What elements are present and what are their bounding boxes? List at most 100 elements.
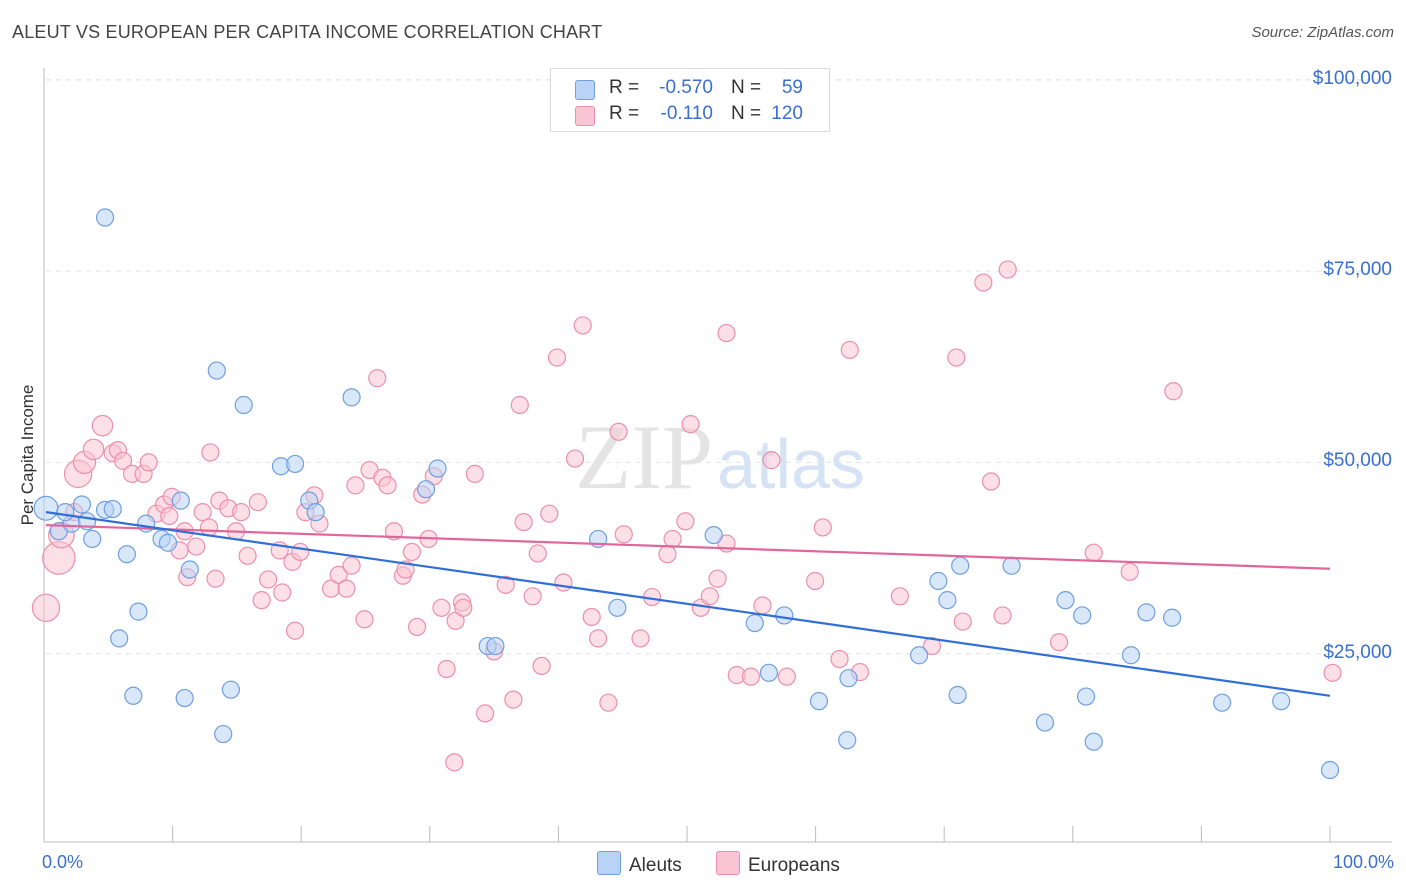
aleuts-point (103, 499, 122, 519)
aleuts-point (221, 680, 240, 699)
europeans-point (890, 587, 909, 606)
n-value: 59 (781, 77, 803, 98)
europeans-point (753, 596, 772, 615)
aleuts-point (704, 525, 723, 545)
aleuts-point (1121, 646, 1141, 665)
aleuts-point (1162, 608, 1182, 627)
aleuts-point (306, 503, 325, 522)
aleuts-point (72, 495, 92, 514)
aleuts-point (207, 361, 226, 380)
aleuts-point (775, 606, 794, 625)
aleuts-point (1076, 687, 1096, 706)
aleuts-point (1137, 603, 1156, 622)
europeans-point (658, 545, 677, 564)
europeans-point (532, 656, 551, 676)
europeans-point (981, 472, 1001, 491)
europeans-point (199, 518, 219, 537)
europeans-point (708, 569, 727, 588)
europeans-point (573, 316, 592, 335)
aleuts-legend-label: Aleuts (629, 855, 682, 876)
europeans-point (454, 598, 473, 617)
europeans-point (346, 476, 365, 495)
europeans-point (91, 414, 114, 437)
europeans-point (609, 422, 628, 441)
europeans-point (510, 395, 529, 415)
europeans-point (993, 606, 1012, 625)
x-tick-label-max: 100.0% (1332, 852, 1394, 872)
aleuts-point (214, 724, 233, 744)
europeans-point (476, 704, 495, 723)
europeans-legend-swatch (716, 851, 740, 875)
europeans-point (402, 542, 422, 562)
europeans-point (554, 573, 573, 592)
aleuts-point (1002, 556, 1021, 575)
europeans-point (806, 571, 825, 591)
europeans-point (599, 693, 618, 712)
aleuts-point (839, 669, 858, 688)
europeans-point (273, 583, 292, 602)
europeans-point (504, 690, 523, 709)
europeans-point (259, 570, 278, 589)
aleuts-point (1035, 713, 1055, 732)
grid-lines (46, 79, 1392, 655)
europeans-point (193, 503, 212, 522)
aleuts-point (608, 598, 627, 617)
europeans-point (238, 546, 257, 565)
europeans-point (285, 621, 305, 640)
legend-row-aleuts: R = -0.570 N = 59 (551, 75, 829, 103)
n-label: N = (731, 77, 762, 98)
europeans-point (974, 273, 993, 292)
europeans-point (631, 629, 650, 648)
europeans-point (741, 667, 761, 686)
europeans-point (248, 493, 267, 512)
legend-item-europeans: Europeans (716, 851, 840, 877)
europeans-point (368, 369, 387, 388)
y-tick-label: $75,000 (1323, 259, 1392, 281)
aleuts-point (124, 686, 143, 705)
europeans-point (355, 610, 374, 629)
europeans-point (681, 415, 700, 434)
correlation-legend: R = -0.570 N = 59 R = -0.110 N = 120 (550, 68, 830, 132)
europeans-point (496, 575, 515, 594)
aleuts-point (428, 459, 447, 478)
europeans-point (329, 565, 348, 584)
y-tick-label: $50,000 (1323, 450, 1392, 472)
europeans-point (1120, 562, 1139, 581)
aleuts-point (117, 545, 136, 564)
aleuts-point (838, 731, 857, 750)
europeans-point (700, 587, 719, 606)
europeans-point (777, 667, 796, 686)
europeans-point (528, 544, 547, 563)
europeans-trendline (45, 524, 1331, 570)
aleuts-point (910, 646, 929, 665)
y-tick-label: $100,000 (1312, 67, 1392, 89)
legend-item-aleuts: Aleuts (597, 851, 682, 877)
legend-row-europeans: R = -0.110 N = 120 (551, 101, 829, 129)
europeans-point (514, 512, 533, 532)
aleuts-point (129, 602, 148, 621)
aleuts-point (180, 560, 199, 579)
aleuts-point (1320, 760, 1340, 780)
aleuts-point (951, 556, 970, 575)
europeans-point (523, 587, 542, 606)
watermark: ZIPatlas (575, 406, 865, 508)
aleuts-point (110, 629, 129, 648)
europeans-point (291, 542, 310, 562)
r-label: R = (609, 77, 640, 98)
europeans-point (565, 449, 585, 468)
aleuts-point (1272, 692, 1291, 711)
europeans-point (589, 629, 608, 648)
aleuts-point (1084, 732, 1103, 751)
aleuts-point (745, 613, 764, 633)
axes (43, 68, 1392, 843)
europeans-point (663, 529, 682, 549)
r-value: -0.110 (660, 103, 713, 124)
europeans-point (432, 598, 451, 617)
europeans-swatch (575, 106, 595, 126)
x-tick-label-min: 0.0% (42, 852, 84, 872)
aleuts-point (171, 491, 190, 510)
europeans-point (445, 753, 464, 772)
aleuts-point (809, 692, 829, 711)
europeans-point (540, 504, 559, 523)
